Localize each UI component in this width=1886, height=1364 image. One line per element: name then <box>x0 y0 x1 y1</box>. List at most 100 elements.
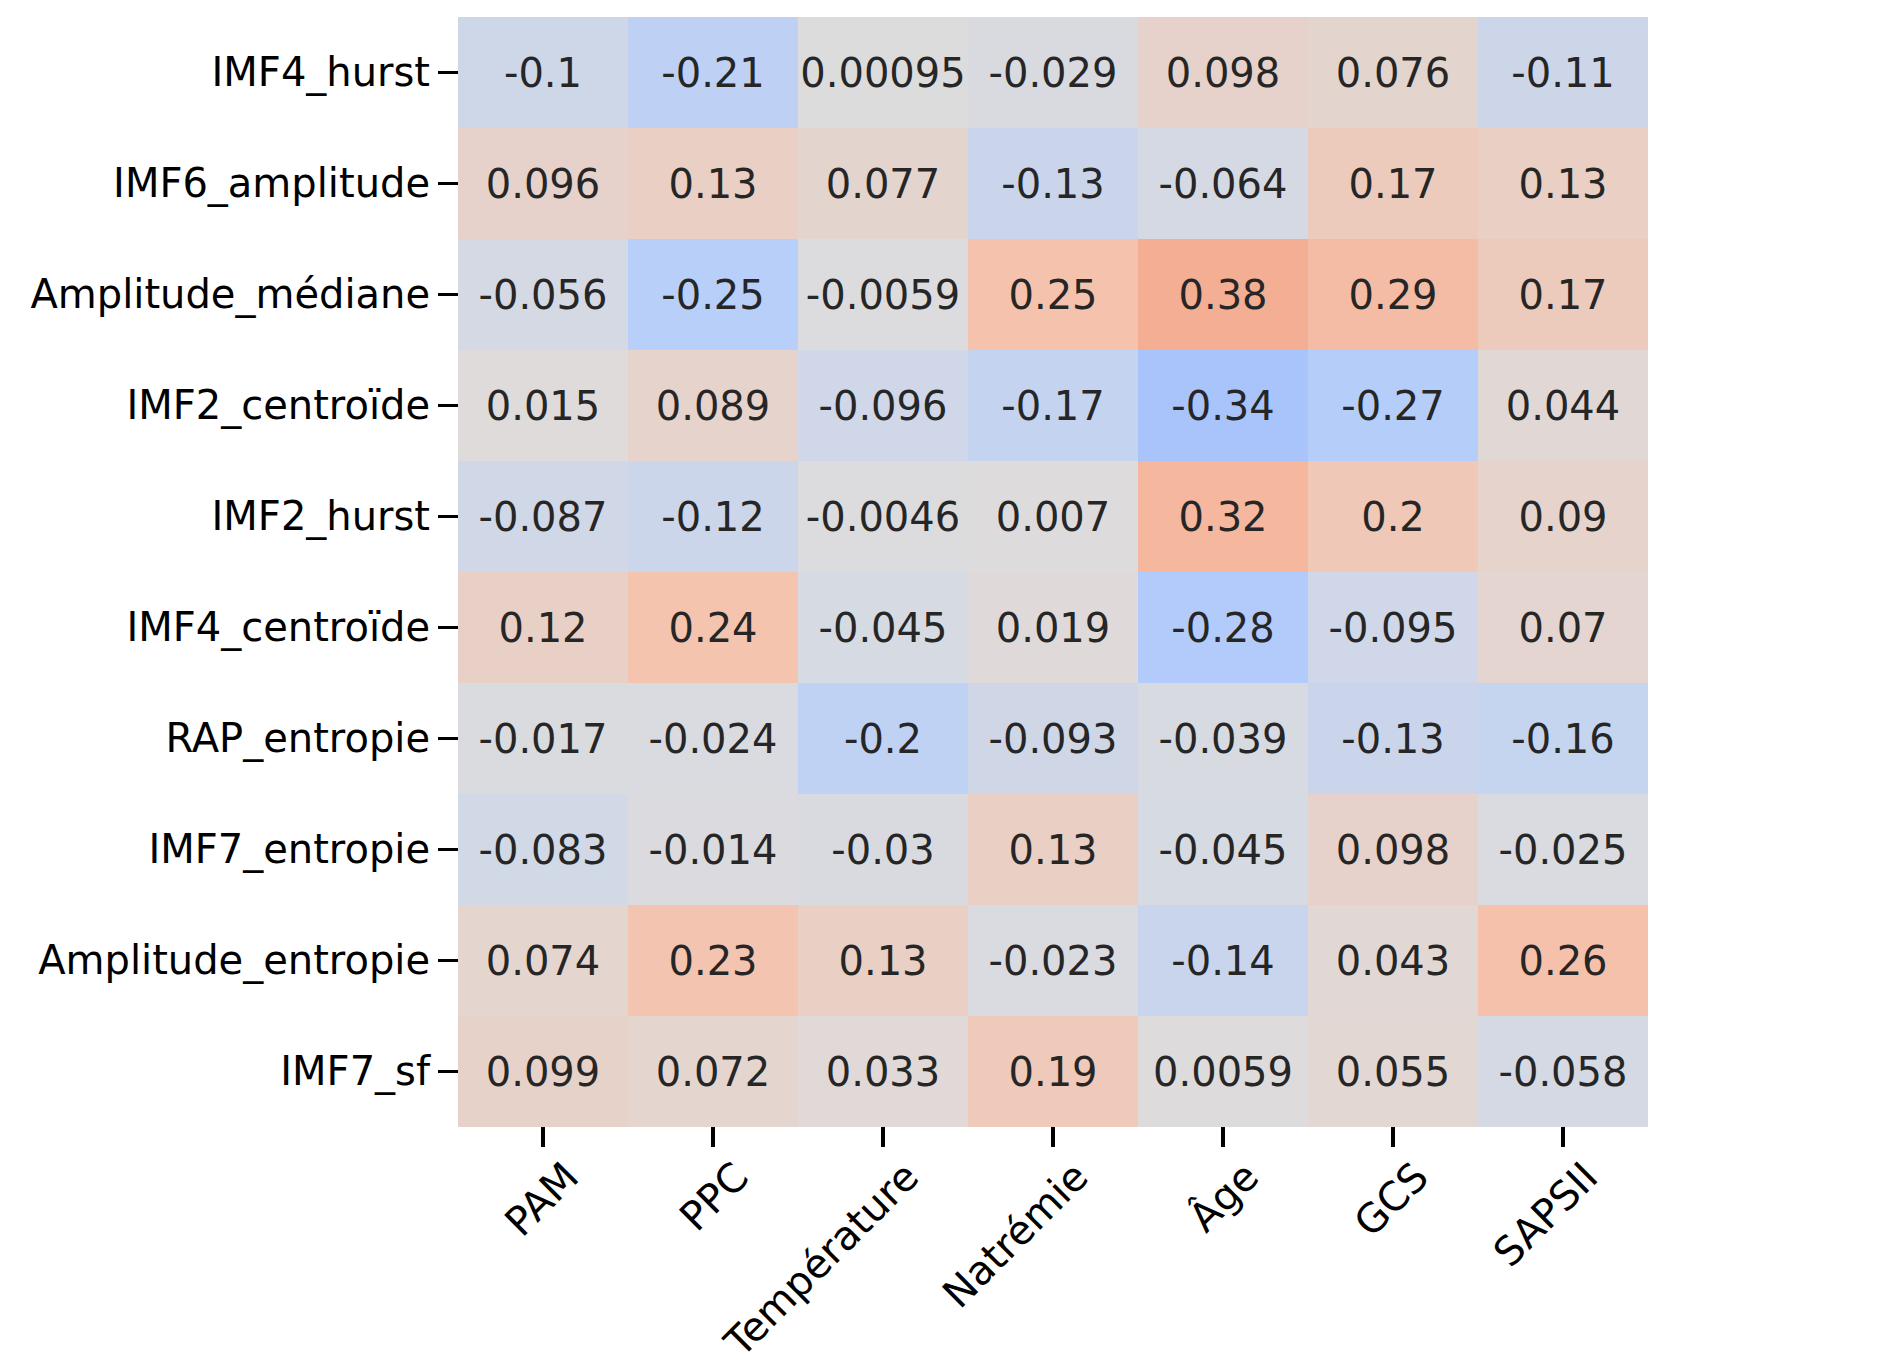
y-tick-label: IMF6_amplitude <box>0 128 430 239</box>
heatmap-cell: 0.043 <box>1308 905 1478 1016</box>
y-tick-mark <box>438 737 458 740</box>
y-tick-label: IMF4_centroïde <box>0 572 430 683</box>
heatmap-cell: 0.044 <box>1478 350 1648 461</box>
heatmap-cell: -0.025 <box>1478 794 1648 905</box>
heatmap-cell: -0.21 <box>628 17 798 128</box>
heatmap-cell: 0.19 <box>968 1016 1138 1127</box>
heatmap-cell: -0.064 <box>1138 128 1308 239</box>
heatmap-cell: -0.16 <box>1478 683 1648 794</box>
heatmap-cell: -0.13 <box>968 128 1138 239</box>
y-tick-mark <box>438 959 458 962</box>
heatmap-cell: -0.1 <box>458 17 628 128</box>
y-tick-label: IMF2_hurst <box>0 461 430 572</box>
heatmap-cell: 0.23 <box>628 905 798 1016</box>
heatmap-grid: -0.1-0.210.00095-0.0290.0980.076-0.110.0… <box>458 17 1648 1127</box>
heatmap-cell: -0.045 <box>1138 794 1308 905</box>
x-tick-mark <box>881 1127 885 1147</box>
heatmap-cell: -0.03 <box>798 794 968 905</box>
heatmap-cell: -0.14 <box>1138 905 1308 1016</box>
heatmap-cell: 0.099 <box>458 1016 628 1127</box>
heatmap-cell: -0.2 <box>798 683 968 794</box>
heatmap-cell: -0.083 <box>458 794 628 905</box>
y-tick-mark <box>438 404 458 407</box>
heatmap-cell: 0.17 <box>1308 128 1478 239</box>
y-tick-label: IMF7_sf <box>0 1016 430 1127</box>
heatmap-cell: 0.098 <box>1138 17 1308 128</box>
correlation-heatmap-figure: -0.1-0.210.00095-0.0290.0980.076-0.110.0… <box>0 0 1886 1364</box>
heatmap-cell: -0.017 <box>458 683 628 794</box>
heatmap-cell: 0.12 <box>458 572 628 683</box>
heatmap-cell: -0.029 <box>968 17 1138 128</box>
heatmap-cell: 0.29 <box>1308 239 1478 350</box>
heatmap-cell: 0.077 <box>798 128 968 239</box>
heatmap-cell: 0.072 <box>628 1016 798 1127</box>
heatmap-cell: -0.13 <box>1308 683 1478 794</box>
heatmap-cell: 0.13 <box>798 905 968 1016</box>
heatmap-cell: 0.13 <box>1478 128 1648 239</box>
heatmap-cell: -0.11 <box>1478 17 1648 128</box>
y-tick-label: IMF4_hurst <box>0 17 430 128</box>
heatmap-cell: 0.25 <box>968 239 1138 350</box>
y-tick-mark <box>438 71 458 74</box>
heatmap-cell: 0.055 <box>1308 1016 1478 1127</box>
x-tick-mark <box>1221 1127 1225 1147</box>
heatmap-cell: 0.13 <box>628 128 798 239</box>
heatmap-cell: 0.019 <box>968 572 1138 683</box>
heatmap-cell: -0.023 <box>968 905 1138 1016</box>
heatmap-cell: 0.098 <box>1308 794 1478 905</box>
heatmap-cell: 0.32 <box>1138 461 1308 572</box>
heatmap-cell: -0.045 <box>798 572 968 683</box>
heatmap-cell: 0.17 <box>1478 239 1648 350</box>
heatmap-cell: 0.076 <box>1308 17 1478 128</box>
x-tick-mark <box>711 1127 715 1147</box>
x-tick-mark <box>1391 1127 1395 1147</box>
y-tick-label: Amplitude_entropie <box>0 905 430 1016</box>
y-tick-label: IMF7_entropie <box>0 794 430 905</box>
heatmap-cell: 0.38 <box>1138 239 1308 350</box>
x-tick-label: Natrémie <box>934 1154 1096 1316</box>
heatmap-cell: -0.039 <box>1138 683 1308 794</box>
heatmap-cell: 0.07 <box>1478 572 1648 683</box>
heatmap-cell: 0.13 <box>968 794 1138 905</box>
heatmap-cell: 0.26 <box>1478 905 1648 1016</box>
heatmap-cell: -0.17 <box>968 350 1138 461</box>
heatmap-cell: -0.28 <box>1138 572 1308 683</box>
x-tick-mark <box>1561 1127 1565 1147</box>
heatmap-cell: 0.089 <box>628 350 798 461</box>
heatmap-cell: 0.2 <box>1308 461 1478 572</box>
heatmap-cell: -0.058 <box>1478 1016 1648 1127</box>
y-tick-mark <box>438 626 458 629</box>
y-tick-mark <box>438 182 458 185</box>
y-tick-label: Amplitude_médiane <box>0 239 430 350</box>
heatmap-cell: -0.095 <box>1308 572 1478 683</box>
y-tick-mark <box>438 293 458 296</box>
heatmap-cell: 0.015 <box>458 350 628 461</box>
x-tick-label: GCS <box>1345 1154 1436 1245</box>
x-tick-label: PPC <box>671 1154 756 1239</box>
heatmap-cell: -0.34 <box>1138 350 1308 461</box>
heatmap-cell: -0.056 <box>458 239 628 350</box>
heatmap-cell: 0.007 <box>968 461 1138 572</box>
y-tick-mark <box>438 848 458 851</box>
heatmap-cell: 0.096 <box>458 128 628 239</box>
heatmap-cell: -0.25 <box>628 239 798 350</box>
heatmap-cell: -0.27 <box>1308 350 1478 461</box>
heatmap-cell: -0.014 <box>628 794 798 905</box>
heatmap-cell: -0.12 <box>628 461 798 572</box>
x-tick-mark <box>1051 1127 1055 1147</box>
y-tick-mark <box>438 515 458 518</box>
heatmap-cell: 0.0059 <box>1138 1016 1308 1127</box>
heatmap-cell: -0.093 <box>968 683 1138 794</box>
y-tick-mark <box>438 1070 458 1073</box>
heatmap-cell: -0.0046 <box>798 461 968 572</box>
heatmap-cell: -0.0059 <box>798 239 968 350</box>
x-tick-mark <box>541 1127 545 1147</box>
x-tick-label: PAM <box>496 1154 586 1244</box>
heatmap-cell: 0.00095 <box>798 17 968 128</box>
y-tick-label: RAP_entropie <box>0 683 430 794</box>
heatmap-cell: -0.024 <box>628 683 798 794</box>
heatmap-cell: 0.033 <box>798 1016 968 1127</box>
heatmap-cell: 0.24 <box>628 572 798 683</box>
heatmap-cell: 0.074 <box>458 905 628 1016</box>
x-tick-label: SAPSII <box>1485 1154 1606 1275</box>
